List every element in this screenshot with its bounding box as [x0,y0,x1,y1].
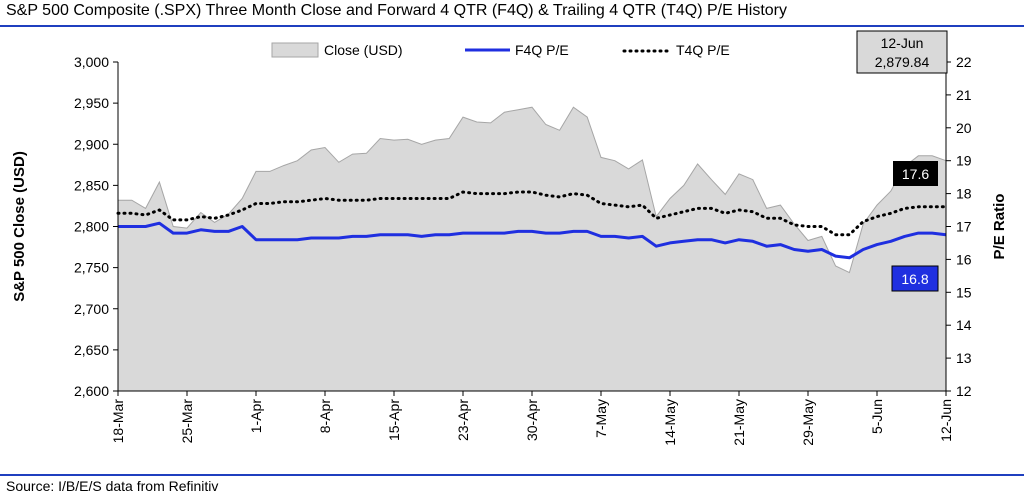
end-labels: 12-Jun 2,879.84 17.6 16.8 [856,30,948,292]
source-rule [0,474,1024,476]
left-tick-label: 2,800 [74,219,109,235]
left-tick-label: 2,850 [74,177,109,193]
x-tick-label: 29-May [800,399,816,446]
legend-f4q-label: F4Q P/E [515,42,569,58]
f4q-line [118,221,947,260]
right-tick-label: 19 [956,153,972,169]
x-tick-label: 7-May [593,399,609,438]
x-tick-label: 21-May [731,399,747,446]
source-note: Source: I/B/E/S data from Refinitiv [6,478,219,494]
left-tick-label: 2,600 [74,383,109,399]
x-tick-label: 18-Mar [110,399,126,444]
right-axis-title: P/E Ratio [991,194,1008,260]
right-tick-label: 13 [956,350,972,366]
x-tick-label: 15-Apr [386,399,402,441]
f4q-end-label: 16.8 [901,271,928,287]
left-tick-label: 2,700 [74,301,109,317]
t4q-end-label: 17.6 [902,166,929,182]
right-tick-label: 17 [956,219,972,235]
chart: 2,600 2,650 2,700 2,750 2,800 2,850 2,900 2,950… [11,30,1008,446]
left-tick-label: 3,000 [74,54,109,70]
right-tick-label: 18 [956,186,972,202]
close-callout-box [856,30,948,74]
legend-close-label: Close (USD) [324,42,403,58]
title-rule [0,25,1024,27]
x-tick-label: 12-Jun [938,399,954,442]
right-tick-label: 20 [956,120,972,136]
left-tick-label: 2,950 [74,95,109,111]
x-tick-label: 30-Apr [524,399,540,441]
x-tick-label: 25-Mar [179,399,195,444]
left-tick-label: 2,750 [74,260,109,276]
x-tick-label: 8-Apr [317,399,333,434]
legend-t4q-label: T4Q P/E [676,42,730,58]
right-tick-label: 12 [956,383,972,399]
x-tick-label: 14-May [662,399,678,446]
right-tick-label: 16 [956,251,972,267]
right-tick-label: 21 [956,87,972,103]
left-tick-label: 2,650 [74,342,109,358]
axes: 2,600 2,650 2,700 2,750 2,800 2,850 2,900 2,950… [11,54,1008,446]
t4q-line [116,190,948,237]
chart-title: S&P 500 Composite (.SPX) Three Month Clo… [6,2,787,19]
f4q-end-label-box [891,265,939,292]
close-callout-value: 2,879.84 [875,54,930,70]
legend: Close (USD) F4Q P/E T4Q P/E [271,42,730,58]
x-tick-label: 23-Apr [455,399,471,441]
x-tick-label: 5-Jun [869,399,885,434]
close-callout-date: 12-Jun [881,35,924,51]
plot-area [116,106,948,392]
left-axis-title: S&P 500 Close (USD) [11,151,28,302]
right-tick-label: 15 [956,284,972,300]
legend-close-swatch [271,42,319,58]
right-tick-label: 22 [956,54,972,70]
x-tick-label: 1-Apr [248,399,264,434]
left-tick-label: 2,900 [74,136,109,152]
right-tick-label: 14 [956,317,972,333]
t4q-end-label-box [893,161,938,186]
